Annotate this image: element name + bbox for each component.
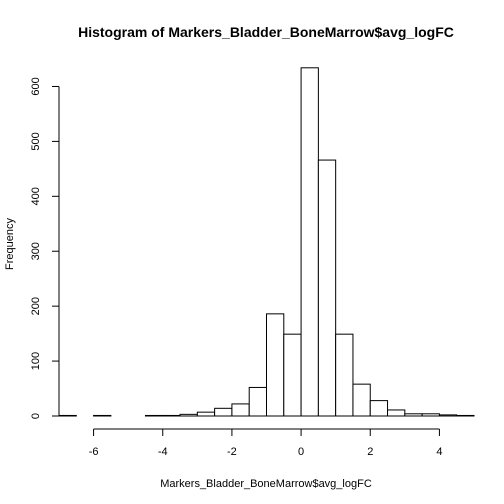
histogram-bar bbox=[335, 333, 354, 417]
histogram-bar bbox=[231, 403, 250, 417]
histogram-bar bbox=[248, 386, 267, 417]
y-tick-label: 0 bbox=[30, 413, 42, 419]
histogram-bar bbox=[352, 383, 371, 417]
histogram-bar bbox=[144, 414, 164, 417]
y-tick-label: 300 bbox=[30, 242, 42, 260]
y-tick-label: 400 bbox=[30, 187, 42, 205]
histogram-bar bbox=[404, 413, 423, 417]
histogram-bar bbox=[266, 313, 285, 417]
histogram-bar bbox=[93, 414, 112, 417]
histogram-bar bbox=[456, 414, 475, 417]
histogram-bar bbox=[58, 414, 77, 417]
x-tick-label: -4 bbox=[158, 446, 168, 458]
chart-title: Histogram of Markers_Bladder_BoneMarrow$… bbox=[78, 24, 454, 40]
y-axis: 0 100 200 300 400 500 600 bbox=[30, 77, 60, 419]
y-tick-label: 500 bbox=[30, 132, 42, 150]
histogram-bar bbox=[387, 409, 406, 417]
y-tick-label: 600 bbox=[30, 77, 42, 95]
x-axis: -6 -4 -2 0 2 4 bbox=[89, 428, 442, 458]
histogram-bar bbox=[214, 407, 233, 417]
histogram-bar bbox=[179, 413, 198, 417]
y-tick-label: 100 bbox=[30, 352, 42, 370]
x-tick-label: -2 bbox=[227, 446, 237, 458]
histogram-bar bbox=[421, 413, 440, 417]
y-tick-label: 200 bbox=[30, 297, 42, 315]
histogram-bar bbox=[438, 414, 458, 417]
histogram-bar bbox=[162, 414, 181, 417]
histogram-bar bbox=[300, 67, 319, 417]
x-tick-label: 0 bbox=[298, 446, 304, 458]
bars-group bbox=[58, 67, 475, 417]
x-tick-label: 2 bbox=[367, 446, 373, 458]
x-tick-label: 4 bbox=[436, 446, 442, 458]
y-axis-label: Frequency bbox=[4, 218, 16, 270]
histogram-bar bbox=[317, 159, 337, 417]
x-axis-label: Markers_Bladder_BoneMarrow$avg_logFC bbox=[160, 478, 372, 490]
histogram-bar bbox=[196, 411, 216, 417]
x-tick-label: -6 bbox=[89, 446, 99, 458]
histogram-bar bbox=[283, 333, 302, 417]
histogram-bar bbox=[369, 400, 389, 417]
